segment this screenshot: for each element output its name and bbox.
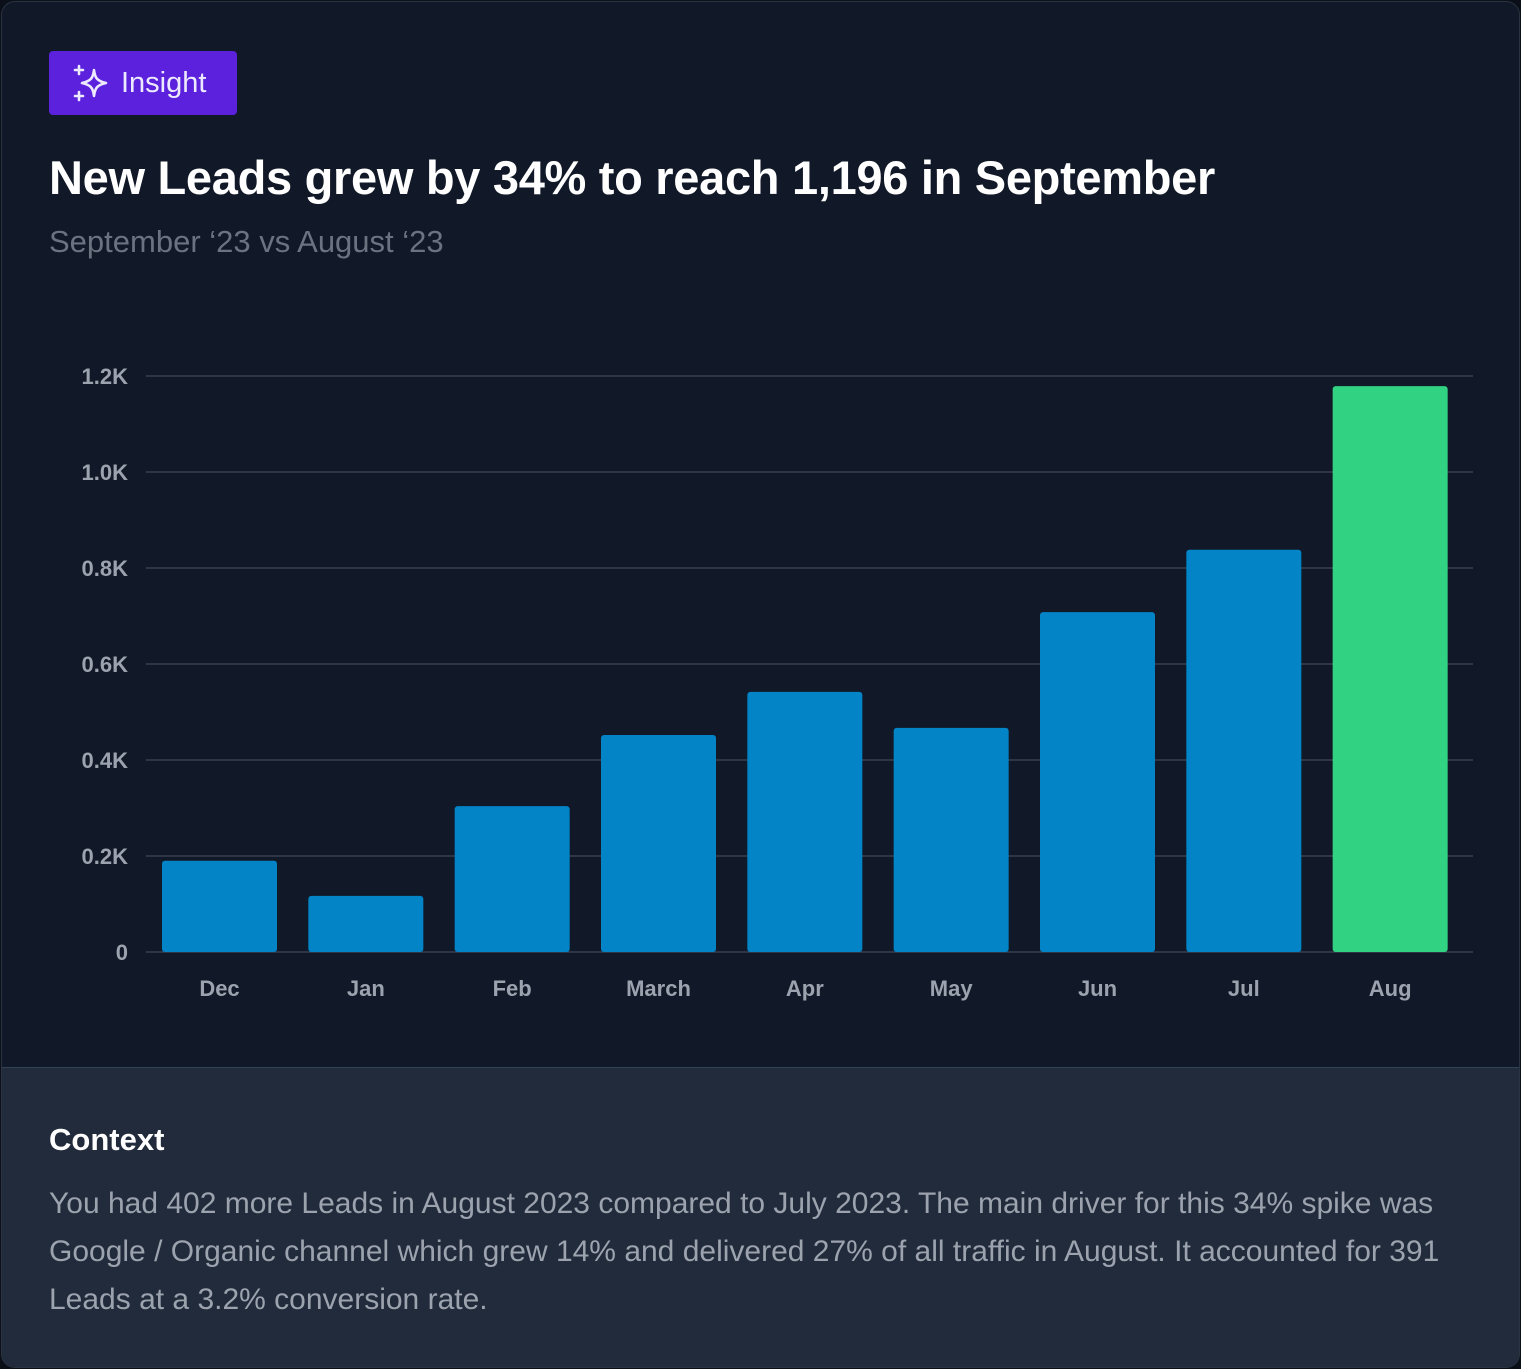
- page-title: New Leads grew by 34% to reach 1,196 in …: [49, 151, 1215, 204]
- x-tick-label: Apr: [786, 976, 824, 1001]
- bar: [454, 806, 570, 952]
- bar: [1040, 612, 1155, 952]
- bar: [893, 727, 1009, 952]
- context-title: Context: [49, 1122, 165, 1157]
- bar: [1186, 549, 1302, 952]
- sparkles-icon: [73, 64, 108, 102]
- y-tick-label: 1.2K: [82, 364, 129, 389]
- y-tick-label: 1.0K: [82, 460, 129, 485]
- bar: [162, 860, 277, 952]
- x-tick-label: Jun: [1078, 976, 1117, 1001]
- bar: [308, 895, 424, 952]
- x-tick-label: Dec: [199, 976, 239, 1001]
- bar: [747, 691, 863, 952]
- page-subtitle: September ‘23 vs August ‘23: [49, 224, 444, 259]
- bar: [1332, 386, 1448, 953]
- y-tick-label: 0.4K: [82, 748, 129, 773]
- y-tick-label: 0.8K: [82, 556, 129, 581]
- x-tick-label: Jan: [347, 976, 385, 1001]
- x-tick-label: May: [930, 976, 974, 1001]
- context-section: Context You had 402 more Leads in August…: [2, 1067, 1519, 1367]
- y-tick-label: 0: [116, 940, 128, 965]
- insight-badge: Insight: [49, 51, 237, 115]
- y-tick-label: 0.2K: [82, 844, 129, 869]
- x-tick-label: March: [626, 976, 691, 1001]
- y-tick-label: 0.6K: [82, 652, 129, 677]
- x-tick-label: Aug: [1369, 976, 1412, 1001]
- bar-chart: 0 0.2K 0.4K 0.6K 0.8K 1.0K 1.2K Dec Jan Feb March A…: [82, 364, 1473, 1001]
- insight-badge-label: Insight: [121, 66, 207, 99]
- x-tick-label: Feb: [493, 976, 532, 1001]
- context-body: You had 402 more Leads in August 2023 co…: [49, 1187, 1440, 1316]
- bar: [601, 735, 716, 952]
- x-tick-label: Jul: [1228, 976, 1260, 1001]
